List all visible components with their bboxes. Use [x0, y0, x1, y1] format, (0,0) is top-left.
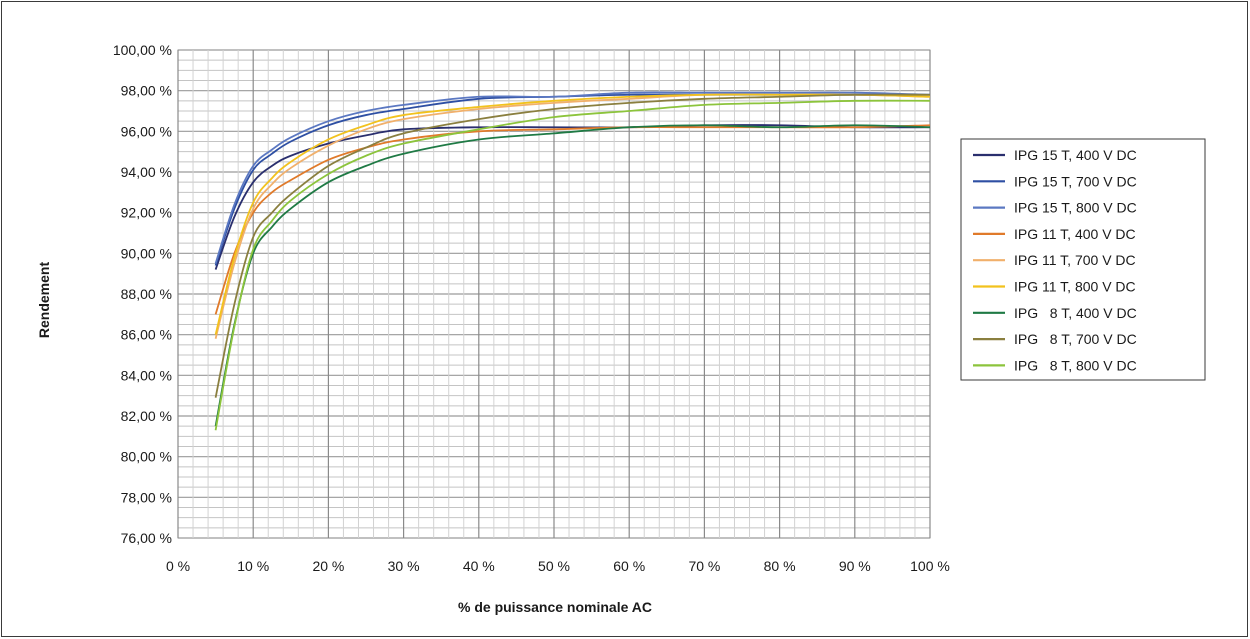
x-axis-ticks: 0 % 10 % 20 % 30 % 40 % 50 % 60 % 70 % 80 % 90 % 1…	[166, 558, 950, 574]
legend-label: IPG 11 T, 700 V DC	[1014, 252, 1136, 268]
x-tick-label: 80 %	[764, 558, 796, 574]
x-tick-label: 0 %	[166, 558, 190, 574]
legend-label: IPG 8 T, 700 V DC	[1014, 331, 1137, 347]
x-tick-label: 50 %	[538, 558, 570, 574]
x-tick-label: 70 %	[688, 558, 720, 574]
legend-label: IPG 15 T, 700 V DC	[1014, 173, 1137, 189]
y-tick-label: 76,00 %	[121, 530, 172, 546]
x-tick-label: 90 %	[839, 558, 871, 574]
legend: IPG 15 T, 400 V DC IPG 15 T, 700 V DC IPG …	[960, 138, 1206, 381]
y-tick-label: 90,00 %	[121, 245, 172, 261]
y-tick-label: 80,00 %	[121, 449, 172, 465]
y-tick-label: 94,00 %	[121, 164, 172, 180]
x-tick-label: 40 %	[463, 558, 495, 574]
series-line-9	[214, 99, 931, 431]
series-line-8	[214, 93, 931, 398]
legend-label: IPG 11 T, 800 V DC	[1014, 279, 1136, 295]
legend-label: IPG 15 T, 800 V DC	[1014, 200, 1137, 216]
series-line-6	[214, 93, 931, 335]
series-line-3	[214, 91, 931, 264]
x-tick-label: 30 %	[388, 558, 420, 574]
x-axis-title: % de puissance nominale AC	[458, 599, 652, 615]
legend-label: IPG 15 T, 400 V DC	[1014, 147, 1137, 163]
y-tick-label: 84,00 %	[121, 367, 172, 383]
y-tick-label: 98,00 %	[121, 83, 172, 99]
y-tick-label: 100,00 %	[113, 42, 172, 58]
y-tick-label: 86,00 %	[121, 327, 172, 343]
legend-label: IPG 8 T, 400 V DC	[1014, 305, 1137, 321]
legend-label: IPG 8 T, 800 V DC	[1014, 357, 1137, 373]
grid-lines	[177, 49, 931, 539]
y-tick-label: 78,00 %	[121, 489, 172, 505]
y-tick-label: 92,00 %	[121, 205, 172, 221]
x-tick-label: 20 %	[312, 558, 344, 574]
series-lines	[214, 91, 931, 431]
x-tick-label: 10 %	[237, 558, 269, 574]
x-tick-label: 60 %	[613, 558, 645, 574]
x-tick-label: 100 %	[910, 558, 950, 574]
y-tick-label: 82,00 %	[121, 408, 172, 424]
series-line-7	[214, 124, 931, 427]
y-tick-label: 88,00 %	[121, 286, 172, 302]
y-axis-title: Rendement	[36, 262, 52, 339]
y-tick-label: 96,00 %	[121, 123, 172, 139]
legend-label: IPG 11 T, 400 V DC	[1014, 226, 1136, 242]
y-axis-ticks: 76,00 % 78,00 % 80,00 % 82,00 % 84,00 % 86,00…	[113, 42, 172, 546]
